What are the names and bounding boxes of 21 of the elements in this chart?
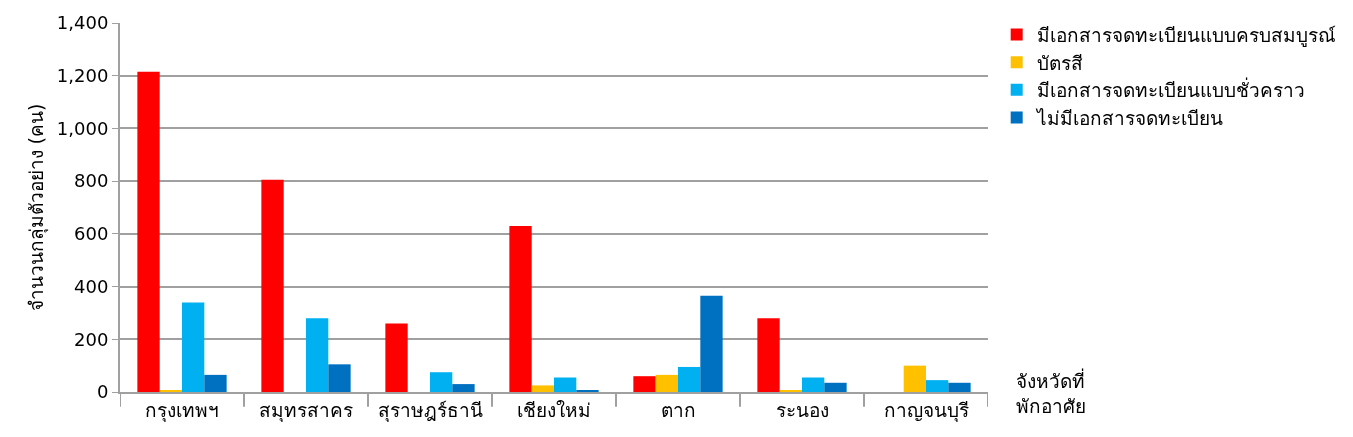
y-tick-label: 600 — [74, 223, 109, 245]
y-axis-title: จำนวนกลุ่มตัวอย่าง (คน) — [25, 103, 50, 312]
y-tick-label: 400 — [74, 275, 109, 297]
legend-label: มีเอกสารจดทะเบียนแบบชั่วคราว — [1036, 77, 1305, 102]
x-tick-label: ระนอง — [775, 398, 829, 421]
y-tick-label: 1,400 — [56, 12, 109, 34]
legend-label: บัตรสี — [1036, 51, 1083, 74]
y-tick-label: 200 — [74, 328, 109, 350]
y-tick-label: 1,200 — [56, 65, 109, 87]
x-axis-title: จังหวัดที่ พักอาศัย — [1016, 368, 1086, 417]
y-tick-label: 0 — [96, 381, 109, 403]
x-tick-label: กาญจนบุรี — [883, 398, 969, 423]
x-tick-label: กรุงเทพฯ — [145, 398, 219, 423]
y-tick-label: 800 — [74, 170, 109, 192]
x-tick-label: เชียงใหม่ — [517, 398, 591, 421]
legend-label: ไม่มีเอกสารจดทะเบียน — [1034, 106, 1223, 129]
y-tick-label: 1,000 — [56, 117, 109, 139]
x-tick-label: ตาก — [660, 398, 696, 421]
x-tick-label: สมุทรสาคร — [259, 398, 353, 423]
x-tick-label: สุราษฎร์ธานี — [377, 398, 483, 423]
legend-label: มีเอกสารจดทะเบียนแบบครบสมบูรณ์ — [1036, 23, 1336, 47]
